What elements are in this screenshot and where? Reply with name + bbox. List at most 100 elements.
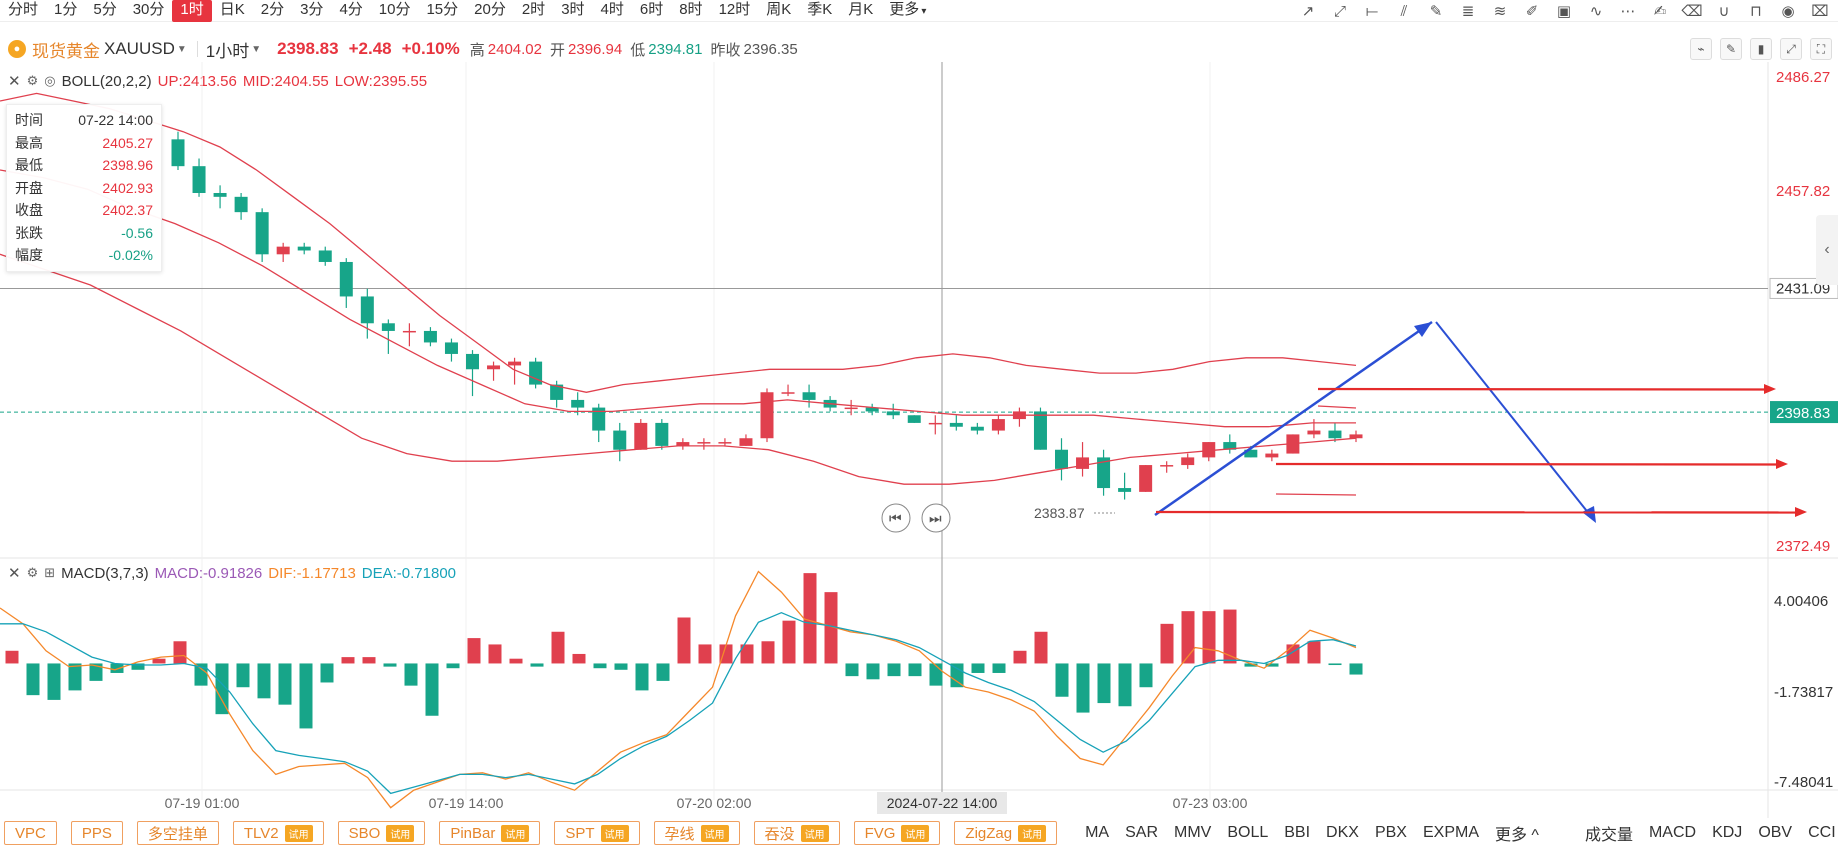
period-tab-13[interactable]: 3时 <box>561 0 585 18</box>
indicator-main_indicators-1[interactable]: SAR <box>1125 824 1158 841</box>
indicator-main_indicators-5[interactable]: DKX <box>1326 824 1359 841</box>
dea-value: DEA:-0.71800 <box>361 564 457 582</box>
chart-view-tools: ⌁ ✎ ▮ ⤢ ⛶ <box>1690 38 1832 60</box>
boll-visibility-icon[interactable]: ◎ <box>44 73 56 88</box>
period-tab-1[interactable]: 1分 <box>54 0 78 18</box>
interval-dropdown-icon[interactable]: ▼ <box>251 43 262 55</box>
strategy-tab-tlv2[interactable]: TLV2 试用 <box>232 821 324 845</box>
period-tab-18[interactable]: 周K <box>766 0 792 18</box>
period-tab-10[interactable]: 15分 <box>426 0 459 18</box>
interval-select[interactable]: 1小时 <box>205 41 250 61</box>
price-chart[interactable]: 2383.87 ⏮ ⏭ 2486.27 2457.82 2372.49 2431.09 239… <box>0 0 1838 818</box>
period-tab-4[interactable]: 1时 <box>172 0 212 22</box>
fullscreen-icon[interactable]: ⛶ <box>1810 38 1832 60</box>
indicator-main_indicators-0[interactable]: MA <box>1085 824 1110 841</box>
macd-add-icon[interactable]: ⊞ <box>44 565 56 580</box>
indicator-main_indicators-8[interactable]: 更多 ^ <box>1494 827 1539 844</box>
period-tab-7[interactable]: 3分 <box>300 0 324 18</box>
horizontal-line-icon[interactable]: ⟝ <box>1365 2 1379 20</box>
period-tab-5[interactable]: 日K <box>219 0 245 18</box>
trash-icon[interactable]: ⌧ <box>1811 3 1829 20</box>
symbol-code[interactable]: XAUUSD <box>104 39 175 58</box>
boll-settings-icon[interactable]: ⚙ <box>26 73 39 88</box>
period-tab-19[interactable]: 季K <box>807 0 833 18</box>
indicator-main_indicators-6[interactable]: PBX <box>1374 824 1407 841</box>
symbol-dropdown-icon[interactable]: ▼ <box>176 43 187 55</box>
period-tab-2[interactable]: 5分 <box>93 0 117 18</box>
period-tab-3[interactable]: 30分 <box>132 0 165 18</box>
period-tab-21[interactable]: 更多 <box>881 0 934 22</box>
fan-icon[interactable]: ≋ <box>1493 3 1507 20</box>
symbol-name[interactable]: 现货黄金 <box>32 41 100 61</box>
period-tab-6[interactable]: 2分 <box>260 0 285 18</box>
drawing-tools: ↗ ⤢ ⟝ ⫽ ✎ ≣ ≋ ✐ ▣ ∿ ⋯ ✍ ⌫ ∪ ⊓ ◉ ⌧ <box>1294 0 1838 22</box>
indicator-main_indicators-3[interactable]: BOLL <box>1227 824 1269 841</box>
trial-badge: 试用 <box>501 824 530 842</box>
period-tab-20[interactable]: 月K <box>848 0 874 18</box>
period-tab-15[interactable]: 6时 <box>639 0 664 18</box>
more-tools-icon[interactable]: ⋯ <box>1620 3 1636 20</box>
parallel-channel-icon[interactable]: ⫽ <box>1400 2 1408 20</box>
period-tab-11[interactable]: 20分 <box>474 0 506 18</box>
expand-icon[interactable]: ⤢ <box>1780 38 1802 60</box>
red-target-arrow <box>1155 510 1796 514</box>
eraser-icon[interactable]: ⌫ <box>1681 3 1703 20</box>
candle-style-icon[interactable]: ▮ <box>1750 38 1772 60</box>
indicator-sub_indicators-0[interactable]: 成交量 <box>1584 827 1633 844</box>
trend-line-icon[interactable]: ↗ <box>1301 3 1315 20</box>
brush-icon[interactable]: ✐ <box>1525 3 1539 20</box>
wave-icon[interactable]: ∿ <box>1589 3 1603 20</box>
tooltip-value: 07-22 14:00 <box>78 112 153 128</box>
trial-badge: 试用 <box>600 824 629 842</box>
candle-body <box>1118 488 1132 492</box>
boll-middle-line <box>0 169 1356 428</box>
period-toolbar: 分时 1分 5分 30分 1时 日K 2分 3分 4分 10分 15分 20分 2时 3时 4时 6时 8时 12… <box>0 0 1838 22</box>
close-boll-icon[interactable]: ✕ <box>8 73 21 90</box>
strategy-tab-pps[interactable]: PPS <box>70 821 123 845</box>
indicator-sub_indicators-1[interactable]: MACD <box>1648 824 1697 841</box>
indicator-main_indicators-4[interactable]: BBI <box>1284 824 1311 841</box>
magnet-icon[interactable]: ∪ <box>1718 3 1730 20</box>
edit-icon[interactable]: ✍ <box>1653 3 1667 20</box>
indicator-main_indicators-7[interactable]: EXPMA <box>1422 824 1479 841</box>
indicator-sub_indicators-2[interactable]: KDJ <box>1712 824 1743 841</box>
candle-body <box>360 296 374 324</box>
indicator-main_indicators-2[interactable]: MMV <box>1174 824 1212 841</box>
period-tab-0[interactable]: 分时 <box>8 0 39 18</box>
macd-settings-icon[interactable]: ⚙ <box>26 565 39 580</box>
eye-icon[interactable]: ◉ <box>1781 3 1795 20</box>
image-icon[interactable]: ▣ <box>1556 3 1572 20</box>
strategy-tab-fvg[interactable]: FVG 试用 <box>853 821 941 845</box>
period-tab-14[interactable]: 4时 <box>600 0 624 18</box>
collapse-panel-icon[interactable]: ‹ <box>1816 215 1838 285</box>
lock-icon[interactable]: ⊓ <box>1750 3 1762 20</box>
strategy-tab-多空挂单[interactable]: 多空挂单 <box>136 821 219 845</box>
strategy-tab-zigzag[interactable]: ZigZag 试用 <box>954 821 1058 845</box>
period-tab-12[interactable]: 2时 <box>521 0 546 18</box>
indicator-sub_indicators-3[interactable]: OBV <box>1758 824 1793 841</box>
fibonacci-icon[interactable]: ≣ <box>1461 3 1475 20</box>
close-macd-icon[interactable]: ✕ <box>8 565 21 582</box>
strategy-tab-vpc[interactable]: VPC <box>4 821 57 845</box>
strategy-tab-sbo[interactable]: SBO 试用 <box>337 821 426 845</box>
ray-line-icon[interactable]: ⤢ <box>1333 2 1346 20</box>
macd-name: MACD(3,7,3) <box>61 564 149 582</box>
price-change-pct: +0.10% <box>401 39 460 58</box>
strategy-tab-spt[interactable]: SPT 试用 <box>554 821 640 845</box>
price-axis-label: 2457.82 <box>1776 183 1830 200</box>
period-tab-9[interactable]: 10分 <box>378 0 411 18</box>
period-tab-16[interactable]: 8时 <box>679 0 703 18</box>
candle-body <box>1349 434 1363 439</box>
period-tab-17[interactable]: 12时 <box>718 0 751 18</box>
draw-mode-icon[interactable]: ✎ <box>1720 38 1742 60</box>
period-tab-8[interactable]: 4分 <box>339 0 363 18</box>
macd-histogram-bar <box>530 663 544 667</box>
strategy-tab-pinbar[interactable]: PinBar 试用 <box>439 821 541 845</box>
indicator-sub_indicators-4[interactable]: CCI <box>1808 824 1836 841</box>
strategy-tab-孕线[interactable]: 孕线 试用 <box>653 821 740 845</box>
candle-body <box>592 407 606 431</box>
macd-axis-label: -1.73817 <box>1774 684 1833 701</box>
chart-type-icon[interactable]: ⌁ <box>1690 38 1712 60</box>
pen-icon[interactable]: ✎ <box>1429 3 1443 20</box>
strategy-tab-吞没[interactable]: 吞没 试用 <box>753 821 840 845</box>
